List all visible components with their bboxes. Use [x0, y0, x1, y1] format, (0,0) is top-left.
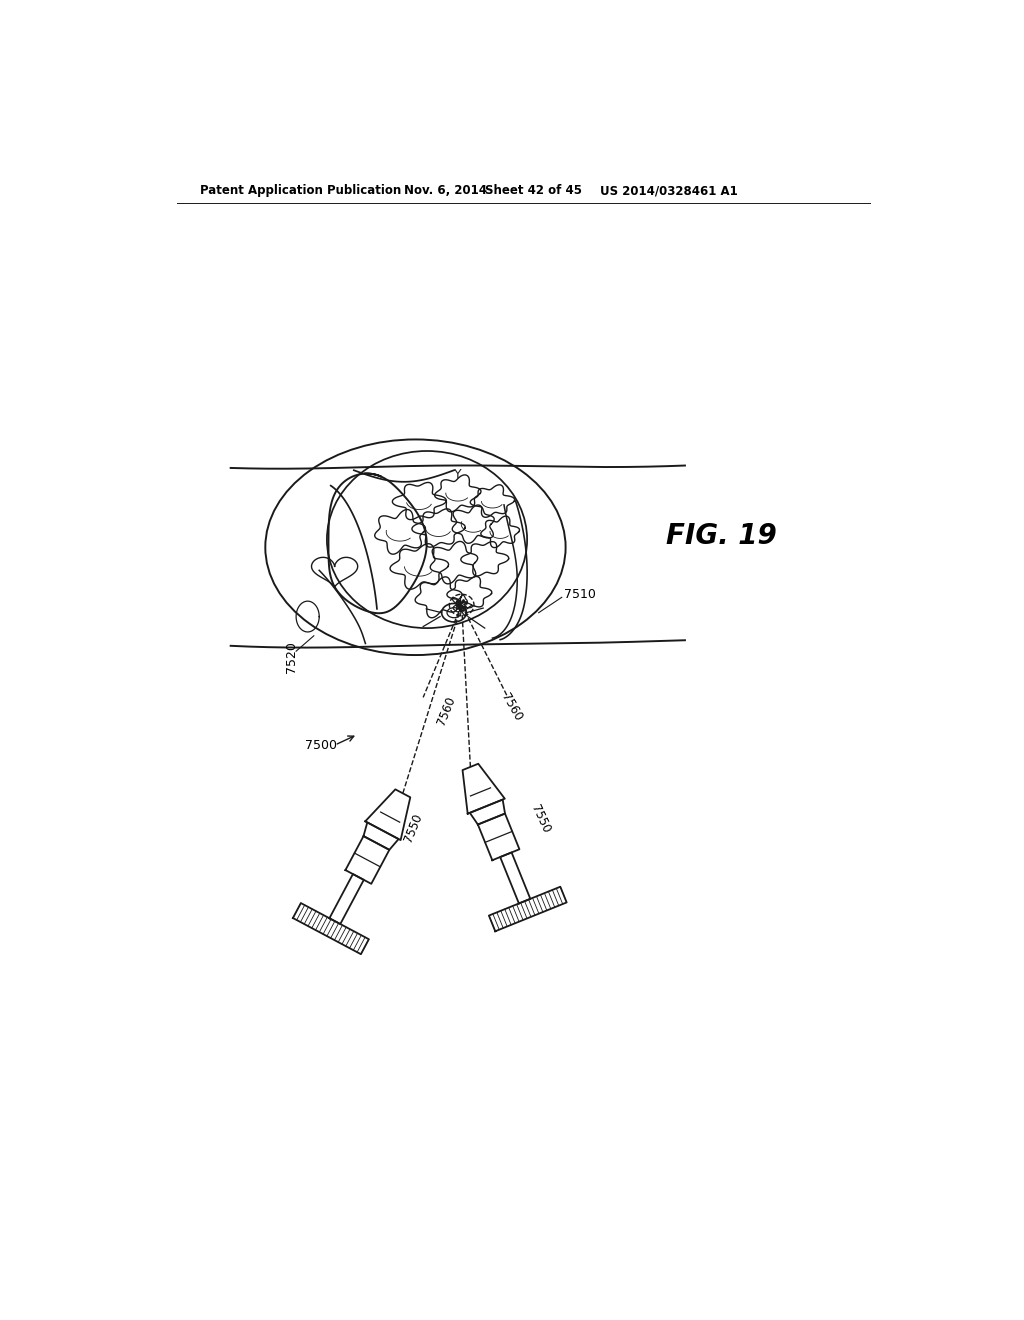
- Text: Y: Y: [454, 467, 462, 480]
- Text: Patent Application Publication: Patent Application Publication: [200, 185, 401, 197]
- Text: 7550: 7550: [401, 812, 425, 845]
- Text: Nov. 6, 2014: Nov. 6, 2014: [403, 185, 486, 197]
- Text: 7560: 7560: [499, 690, 524, 723]
- Text: 7560: 7560: [435, 696, 458, 727]
- Text: US 2014/0328461 A1: US 2014/0328461 A1: [600, 185, 738, 197]
- Text: FIG. 19: FIG. 19: [666, 521, 776, 549]
- Text: 7520: 7520: [285, 642, 298, 673]
- Text: 7550: 7550: [528, 803, 553, 836]
- Text: 7510: 7510: [564, 589, 596, 602]
- Text: Sheet 42 of 45: Sheet 42 of 45: [484, 185, 582, 197]
- Text: 7500: 7500: [304, 739, 337, 751]
